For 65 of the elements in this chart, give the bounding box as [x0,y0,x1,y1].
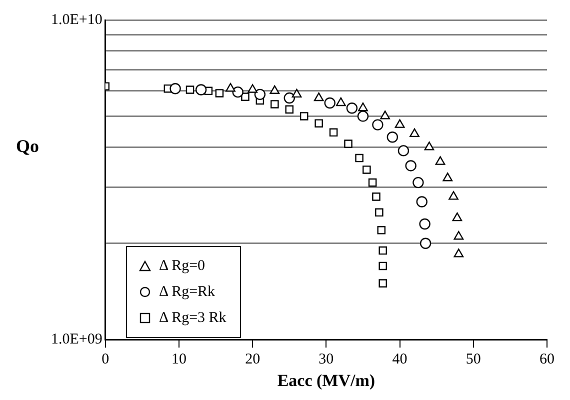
point [270,100,279,108]
legend-label: Δ Rg=Rk [159,283,216,302]
x-axis-title: Eacc (MV/m) [277,371,376,390]
point [248,84,258,93]
point [410,128,420,138]
point [386,132,398,143]
point [398,145,410,156]
legend-label: Δ Rg=3 Rk [159,309,226,328]
point [454,248,464,258]
point [372,119,384,130]
point [378,262,387,270]
x-tick-label: 60 [540,352,554,368]
point [368,178,377,187]
point [292,88,302,98]
point [420,238,432,249]
point [314,92,324,102]
x-tick-label: 50 [466,352,481,368]
point [300,112,308,120]
point [254,88,266,100]
point [226,83,236,92]
point [416,196,428,208]
x-tick-label: 40 [392,352,408,368]
point [241,92,250,101]
y-tick-label: 1.0E+10 [50,12,102,28]
x-tick-label: 10 [171,352,186,368]
point [380,110,390,120]
point [424,142,434,150]
y-axis-title: Qo [16,136,40,157]
point [454,231,464,240]
point [270,85,280,94]
point [355,154,364,162]
y-tick-label: 1.0E+09 [50,332,102,348]
legend-label: Δ Rg=0 [159,257,206,276]
point [378,246,387,255]
point [358,102,368,112]
point [372,192,380,201]
point [362,166,371,174]
point [419,218,430,230]
point [378,279,387,288]
point [285,105,294,114]
point [170,83,181,94]
point [215,89,224,98]
point [324,97,336,109]
point [232,86,244,98]
point [314,119,323,128]
point [377,226,386,234]
point [186,86,194,94]
point [346,102,358,114]
point [412,176,424,188]
point [442,172,453,182]
point [195,84,207,96]
x-tick-label: 0 [102,352,110,368]
point [357,110,369,122]
x-tick-label: 20 [245,352,260,368]
point [448,191,458,200]
x-tick-label: 30 [318,352,334,368]
point [452,212,462,222]
point [375,208,384,217]
point [329,128,338,137]
point [394,119,405,128]
point [344,140,352,148]
point [336,97,346,106]
point [435,156,446,165]
point [405,160,416,172]
point [284,92,295,104]
